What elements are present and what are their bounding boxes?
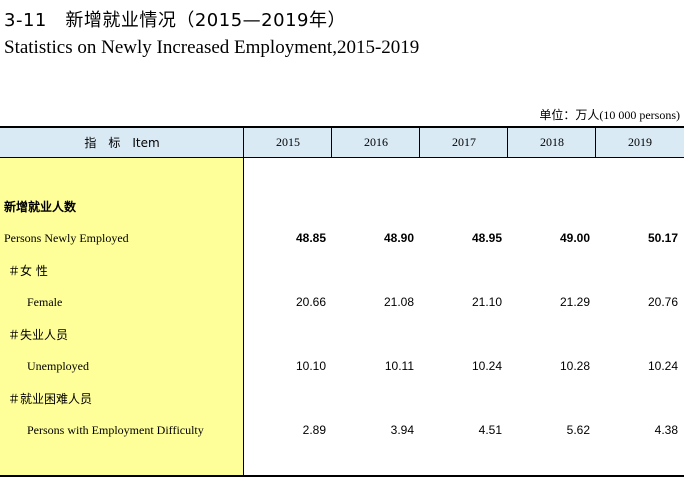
row-label-cn: ＃女 性	[8, 264, 48, 278]
header-year-2015: 2015	[243, 128, 332, 157]
header-year-2017: 2017	[419, 128, 508, 157]
page-title-cn: 3-11 新增就业情况（2015—2019年）	[4, 10, 346, 31]
row-label-cn: ＃就业困难人员	[8, 392, 93, 406]
row-label-en: Female	[27, 295, 63, 309]
header-rule	[0, 157, 684, 158]
cell-value: 10.28	[559, 359, 590, 373]
stub-border	[243, 158, 244, 475]
page-title-en: Statistics on Newly Increased Employment…	[4, 37, 420, 58]
cell-value: 20.76	[647, 295, 678, 309]
cell-value: 10.24	[647, 359, 678, 373]
cell-value: 4.51	[478, 423, 502, 437]
header-indicator-label: 指 标 Item	[84, 136, 160, 150]
row-label-en: Unemployed	[27, 359, 89, 373]
cell-value: 3.94	[390, 423, 414, 437]
header-year-2016: 2016	[331, 128, 420, 157]
table-top-rule	[0, 126, 684, 128]
stub-column	[0, 158, 243, 475]
cell-value: 5.62	[566, 423, 590, 437]
unit-cn: 单位：万人	[539, 108, 600, 122]
unit-label: 单位：万人(10 000 persons)	[539, 106, 680, 123]
cell-value: 4.38	[654, 423, 678, 437]
row-label-cn: ＃失业人员	[8, 328, 69, 342]
cell-value: 10.10	[295, 359, 326, 373]
employment-table: 指 标 Item 2015 2016 2017 2018 2019 新增就业人数…	[0, 126, 684, 477]
header-year-2019: 2019	[595, 128, 684, 157]
row-label-en: Persons with Employment Difficulty	[27, 423, 204, 437]
cell-value: 48.85	[295, 231, 326, 245]
cell-value: 48.90	[383, 231, 414, 245]
cell-value: 20.66	[295, 295, 326, 309]
cell-value: 49.00	[559, 231, 590, 245]
row-label-en: Persons Newly Employed	[4, 231, 129, 245]
cell-value: 21.08	[383, 295, 414, 309]
cell-value: 2.89	[302, 423, 326, 437]
cell-value: 10.24	[471, 359, 502, 373]
header-indicator: 指 标 Item	[0, 128, 244, 157]
cell-value: 48.95	[471, 231, 502, 245]
row-label-cn: 新增就业人数	[4, 200, 77, 214]
cell-value: 21.29	[559, 295, 590, 309]
cell-value: 10.11	[384, 359, 414, 373]
table-bottom-rule	[0, 475, 684, 477]
unit-en: (10 000 persons)	[599, 108, 680, 122]
cell-value: 50.17	[647, 231, 678, 245]
header-year-2018: 2018	[507, 128, 596, 157]
cell-value: 21.10	[471, 295, 502, 309]
